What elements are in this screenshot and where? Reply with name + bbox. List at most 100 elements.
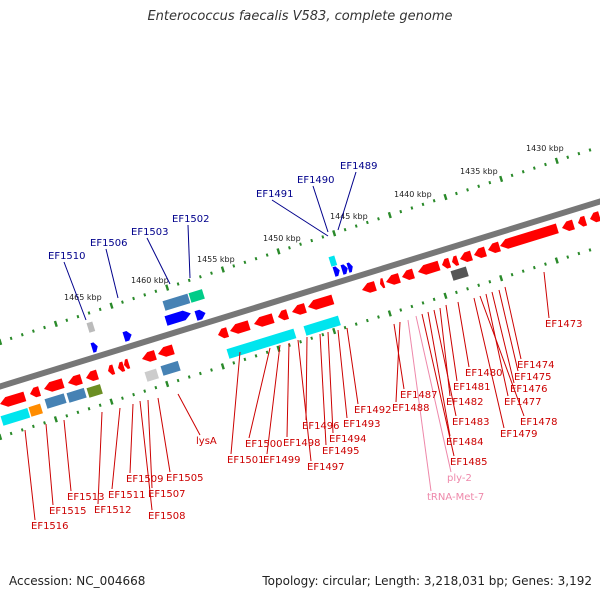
reverse-gene-arrow[interactable] bbox=[0, 391, 27, 409]
gene-label-ef1491[interactable]: EF1491 bbox=[256, 189, 294, 200]
gene-label-ef1480[interactable]: EF1480 bbox=[465, 368, 503, 379]
reverse-gene-block[interactable] bbox=[86, 384, 103, 398]
forward-gene-arrow[interactable] bbox=[122, 330, 134, 342]
reverse-gene-block[interactable] bbox=[0, 407, 31, 426]
forward-gene-arrow[interactable] bbox=[90, 341, 100, 353]
forward-gene-arrow[interactable] bbox=[332, 265, 342, 277]
forward-gene-arrow[interactable] bbox=[340, 263, 350, 275]
forward-gene-block[interactable] bbox=[86, 321, 96, 333]
gene-features[interactable] bbox=[0, 211, 600, 426]
gene-label-ef1494[interactable]: EF1494 bbox=[329, 434, 367, 445]
gene-label-ef1485[interactable]: EF1485 bbox=[450, 457, 488, 468]
gene-label-ef1508[interactable]: EF1508 bbox=[148, 511, 186, 522]
gene-label-ef1496[interactable]: EF1496 bbox=[302, 421, 340, 432]
reverse-gene-block[interactable] bbox=[66, 387, 87, 403]
reverse-gene-arrow[interactable] bbox=[117, 361, 126, 372]
reverse-gene-arrow[interactable] bbox=[487, 241, 501, 255]
forward-gene-block[interactable] bbox=[162, 293, 191, 311]
gene-label-ef1481[interactable]: EF1481 bbox=[453, 382, 491, 393]
reverse-gene-arrow[interactable] bbox=[561, 219, 575, 233]
reverse-gene-block[interactable] bbox=[160, 360, 181, 376]
reverse-gene-arrow[interactable] bbox=[401, 268, 415, 282]
reverse-gene-arrow[interactable] bbox=[253, 313, 275, 328]
gene-label-ef1506[interactable]: EF1506 bbox=[90, 238, 128, 249]
forward-gene-arrow[interactable] bbox=[194, 308, 208, 321]
gene-label-ef1487[interactable]: EF1487 bbox=[400, 390, 438, 401]
gene-label-ef1505[interactable]: EF1505 bbox=[166, 473, 204, 484]
gene-label-ef1499[interactable]: EF1499 bbox=[263, 455, 301, 466]
gene-label-ef1512[interactable]: EF1512 bbox=[94, 505, 132, 516]
gene-label-ef1495[interactable]: EF1495 bbox=[322, 446, 360, 457]
forward-gene-block[interactable] bbox=[188, 289, 205, 303]
gene-label-trna-met-7[interactable]: tRNA-Met-7 bbox=[427, 492, 484, 503]
reverse-gene-arrow[interactable] bbox=[307, 294, 335, 312]
reverse-gene-arrow[interactable] bbox=[217, 327, 230, 340]
gene-label-ef1507[interactable]: EF1507 bbox=[148, 489, 186, 500]
forward-gene-block[interactable] bbox=[450, 266, 469, 281]
reverse-gene-arrow[interactable] bbox=[499, 223, 559, 251]
gene-label-lysa[interactable]: lysA bbox=[196, 436, 217, 447]
gene-label-ef1484[interactable]: EF1484 bbox=[446, 437, 484, 448]
gene-label-ef1515[interactable]: EF1515 bbox=[49, 506, 87, 517]
forward-gene-arrow[interactable] bbox=[164, 309, 193, 326]
reverse-gene-arrow[interactable] bbox=[141, 350, 157, 364]
reverse-gene-arrow[interactable] bbox=[473, 246, 487, 260]
gene-label-ef1513[interactable]: EF1513 bbox=[67, 492, 105, 503]
reverse-gene-arrow[interactable] bbox=[107, 364, 116, 375]
reverse-gene-arrow[interactable] bbox=[43, 378, 65, 393]
gene-label-ply-2[interactable]: ply-2 bbox=[447, 473, 472, 484]
gene-label-ef1489[interactable]: EF1489 bbox=[340, 161, 378, 172]
gene-label-ef1483[interactable]: EF1483 bbox=[452, 417, 490, 428]
reverse-gene-arrow[interactable] bbox=[157, 344, 175, 359]
reverse-gene-arrow[interactable] bbox=[441, 257, 452, 270]
gene-label-ef1500[interactable]: EF1500 bbox=[245, 439, 283, 450]
reverse-gene-arrow[interactable] bbox=[577, 215, 588, 228]
reverse-gene-arrow[interactable] bbox=[589, 211, 600, 224]
forward-gene-block[interactable] bbox=[328, 255, 338, 267]
reverse-gene-arrow[interactable] bbox=[291, 303, 307, 317]
gene-label-ef1478[interactable]: EF1478 bbox=[520, 417, 558, 428]
gene-label-ef1511[interactable]: EF1511 bbox=[108, 490, 146, 501]
reverse-gene-arrow[interactable] bbox=[277, 309, 290, 322]
gene-label-ef1477[interactable]: EF1477 bbox=[504, 397, 542, 408]
gene-label-ef1503[interactable]: EF1503 bbox=[131, 227, 169, 238]
gene-label-ef1479[interactable]: EF1479 bbox=[500, 429, 538, 440]
reverse-gene-arrow[interactable] bbox=[451, 255, 460, 266]
gene-label-ef1473[interactable]: EF1473 bbox=[545, 319, 583, 330]
reverse-gene-block[interactable] bbox=[226, 328, 297, 359]
gene-label-ef1474[interactable]: EF1474 bbox=[517, 360, 555, 371]
forward-gene-arrow[interactable] bbox=[346, 262, 355, 273]
reverse-gene-arrow[interactable] bbox=[459, 250, 473, 264]
gene-label-ef1482[interactable]: EF1482 bbox=[446, 397, 484, 408]
gene-label-ef1493[interactable]: EF1493 bbox=[343, 419, 381, 430]
gene-label-ef1488[interactable]: EF1488 bbox=[392, 403, 430, 414]
gene-label-ef1516[interactable]: EF1516 bbox=[31, 521, 69, 532]
gene-label-ef1490[interactable]: EF1490 bbox=[297, 175, 335, 186]
gene-label-ef1492[interactable]: EF1492 bbox=[354, 405, 392, 416]
gene-label-ef1476[interactable]: EF1476 bbox=[510, 384, 548, 395]
reverse-gene-arrow[interactable] bbox=[361, 281, 377, 295]
reverse-gene-arrow[interactable] bbox=[67, 374, 83, 388]
tick-mark bbox=[443, 292, 448, 300]
reverse-gene-arrow[interactable] bbox=[29, 386, 42, 399]
reverse-gene-block[interactable] bbox=[303, 315, 341, 336]
gene-label-ef1502[interactable]: EF1502 bbox=[172, 214, 210, 225]
reverse-gene-arrow[interactable] bbox=[385, 273, 401, 287]
reverse-gene-arrow[interactable] bbox=[417, 260, 441, 277]
gene-label-ef1510[interactable]: EF1510 bbox=[48, 251, 86, 262]
reverse-gene-block[interactable] bbox=[28, 403, 43, 417]
reverse-gene-arrow[interactable] bbox=[379, 278, 386, 289]
reverse-gene-arrow[interactable] bbox=[85, 369, 99, 383]
leader-line bbox=[305, 336, 308, 421]
gene-label-ef1501[interactable]: EF1501 bbox=[227, 455, 265, 466]
gene-label-ef1498[interactable]: EF1498 bbox=[283, 438, 321, 449]
gene-label-ef1497[interactable]: EF1497 bbox=[307, 462, 345, 473]
gene-label-ef1475[interactable]: EF1475 bbox=[514, 372, 552, 383]
reverse-gene-block[interactable] bbox=[144, 368, 159, 382]
reverse-gene-block[interactable] bbox=[44, 393, 67, 409]
reverse-gene-arrow[interactable] bbox=[229, 320, 251, 335]
reverse-gene-arrow[interactable] bbox=[123, 358, 131, 370]
gene-label-ef1509[interactable]: EF1509 bbox=[126, 474, 164, 485]
